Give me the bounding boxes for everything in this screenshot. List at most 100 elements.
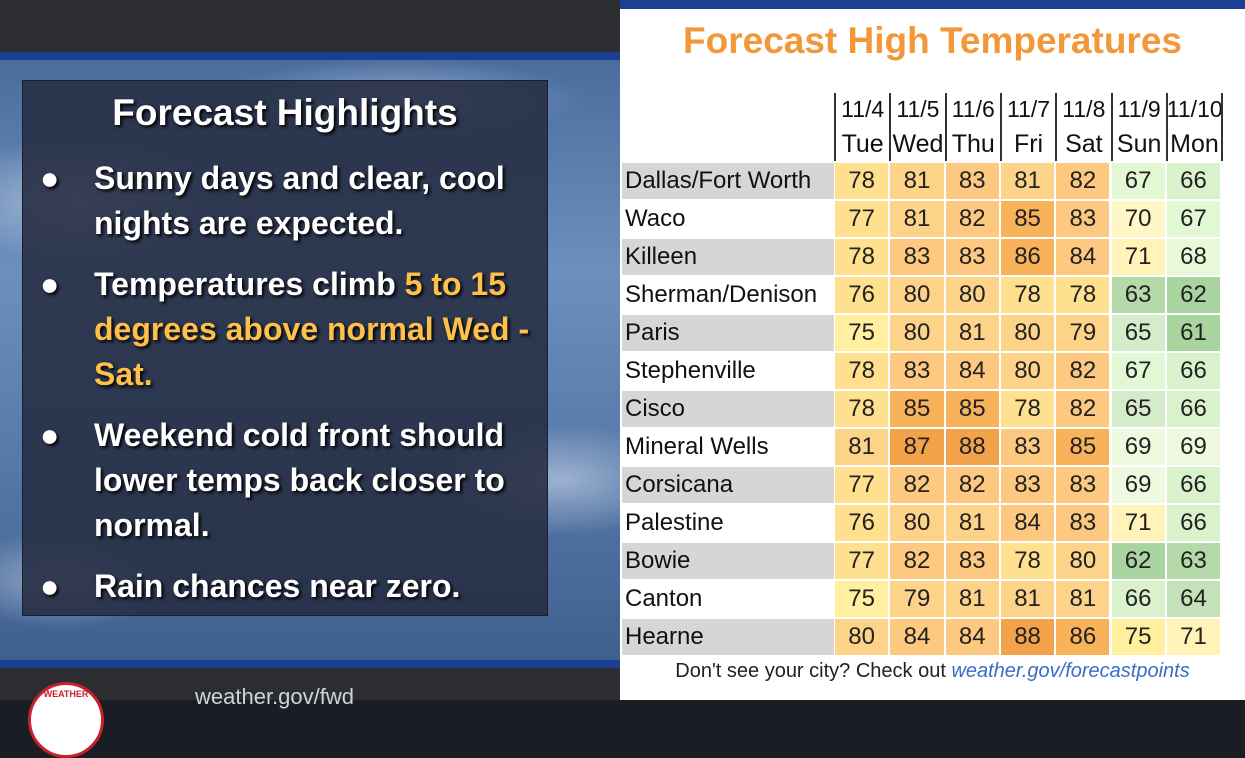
- city-name: Corsicana: [622, 467, 834, 503]
- city-name: Killeen: [622, 239, 834, 275]
- city-name: Stephenville: [625, 357, 756, 384]
- temp-cell: 78: [1056, 277, 1110, 313]
- temp-cell: 63: [1166, 543, 1221, 579]
- date-header: 11/9: [1117, 96, 1161, 122]
- city-name: Waco: [625, 205, 686, 232]
- forecast-title: Forecast High Temperatures: [683, 20, 1182, 61]
- temp-cell: 81: [1000, 163, 1055, 199]
- temp-cell: 85: [890, 391, 944, 427]
- header-divider: [999, 93, 1002, 161]
- temp-cell: 76: [835, 505, 889, 541]
- temp-cell: 67: [1111, 163, 1165, 199]
- temp-cell: 85: [1056, 429, 1110, 465]
- header-divider: [1110, 93, 1113, 161]
- header-divider: [1165, 93, 1168, 161]
- bullet-text: Rain chances near zero.: [94, 564, 574, 609]
- temp-cell: 68: [1166, 239, 1221, 275]
- temp-cell: 84: [890, 619, 944, 655]
- temp-cell: 80: [1056, 543, 1110, 579]
- temp-cell: 86: [1000, 239, 1055, 275]
- day-header: Sat: [1065, 130, 1103, 158]
- city-name: Dallas/Fort Worth: [622, 163, 834, 199]
- temp-cell: 83: [1056, 467, 1110, 503]
- temp-cell: 79: [1056, 315, 1110, 351]
- temp-cell: 69: [1166, 429, 1221, 465]
- table-row: Bowie 77 82 83 78 80 62 63: [622, 543, 1222, 581]
- city-name: Cisco: [622, 391, 834, 427]
- date-header: 11/7: [1007, 96, 1051, 122]
- temp-cell: 71: [1111, 505, 1165, 541]
- temp-cell: 83: [945, 239, 999, 275]
- temp-cell: 81: [945, 315, 999, 351]
- bullet-dot: ●: [40, 417, 60, 453]
- top-bar: [0, 0, 640, 52]
- forecastpoints-link[interactable]: weather.gov/forecastpoints: [951, 660, 1190, 682]
- temp-cell: 81: [1000, 581, 1055, 617]
- temp-cell: 82: [890, 467, 944, 503]
- temp-cell: 88: [1000, 619, 1055, 655]
- day-header: Fri: [1013, 130, 1044, 158]
- temp-cell: 77: [835, 543, 889, 579]
- temp-cell: 83: [890, 239, 944, 275]
- bullet-text: Sunny days and clear, cool nights are ex…: [94, 156, 574, 246]
- bullet-highlight: 5 to 15 degrees above normal Wed - Sat.: [94, 266, 530, 392]
- temp-cell: 81: [890, 201, 944, 237]
- temp-cell: 83: [945, 543, 999, 579]
- temp-cell: 86: [1056, 619, 1110, 655]
- bullet-dot: ●: [40, 266, 60, 302]
- temp-cell: 80: [890, 505, 944, 541]
- temp-cell: 83: [1000, 429, 1055, 465]
- temp-cell: 82: [1056, 391, 1110, 427]
- temp-cell: 83: [1056, 201, 1110, 237]
- day-header: Sun: [1116, 130, 1162, 158]
- temp-cell: 62: [1166, 277, 1221, 313]
- temp-cell: 82: [945, 467, 999, 503]
- bullet-text-part: Rain chances near zero.: [94, 568, 461, 604]
- temp-cell: 84: [945, 619, 999, 655]
- date-header: 11/4: [841, 96, 885, 122]
- temp-cell: 63: [1111, 277, 1165, 313]
- city-name: Paris: [622, 315, 834, 351]
- nws-logo: WEATHER: [28, 682, 104, 758]
- header-divider: [889, 93, 892, 161]
- note-text: Don't see your city? Check out: [675, 660, 952, 682]
- temp-cell: 83: [1000, 467, 1055, 503]
- temp-cell: 66: [1166, 467, 1221, 503]
- temp-cell: 69: [1111, 429, 1165, 465]
- header-divider: [1221, 93, 1224, 161]
- temp-cell: 77: [835, 201, 889, 237]
- table-row: Palestine 76 80 81 84 83 71 66: [622, 505, 1222, 543]
- temp-cell: 67: [1111, 353, 1165, 389]
- temp-cell: 82: [890, 543, 944, 579]
- city-name: Canton: [625, 585, 703, 612]
- bullet-text: Weekend cold front should lower temps ba…: [94, 413, 574, 548]
- table-row: Waco 77 81 82 85 83 70 67: [622, 201, 1222, 239]
- panel-topline: [620, 0, 1245, 9]
- temp-cell: 81: [1056, 581, 1110, 617]
- footer-url[interactable]: weather.gov/fwd: [195, 684, 354, 709]
- highlights-title: Forecast Highlights: [112, 92, 458, 133]
- temp-cell: 82: [1056, 163, 1110, 199]
- table-row: Hearne 80 84 84 88 86 75 71: [622, 619, 1222, 657]
- top-stripe: [0, 52, 620, 60]
- temp-cell: 75: [835, 581, 889, 617]
- date-header: 11/10: [1166, 96, 1223, 122]
- table-row: Dallas/Fort Worth 78 81 83 81 82 67 66: [622, 163, 1222, 201]
- table-row: Killeen 78 83 83 86 84 71 68: [622, 239, 1222, 277]
- temp-cell: 75: [835, 315, 889, 351]
- table-row: Canton 75 79 81 81 81 66 64: [622, 581, 1222, 619]
- city-name: Bowie: [622, 543, 834, 579]
- date-header: 11/6: [951, 96, 995, 122]
- temp-cell: 66: [1166, 391, 1221, 427]
- table-row: Cisco 78 85 85 78 82 65 66: [622, 391, 1222, 429]
- temp-cell: 84: [945, 353, 999, 389]
- temp-cell: 67: [1166, 201, 1221, 237]
- city-name: Palestine: [625, 509, 724, 536]
- temp-cell: 80: [835, 619, 889, 655]
- table-row: Corsicana 77 82 82 83 83 69 66: [622, 467, 1222, 505]
- temp-cell: 81: [890, 163, 944, 199]
- temp-cell: 65: [1111, 315, 1165, 351]
- temp-cell: 80: [890, 315, 944, 351]
- city-name: Hearne: [622, 619, 834, 655]
- temp-cell: 66: [1111, 581, 1165, 617]
